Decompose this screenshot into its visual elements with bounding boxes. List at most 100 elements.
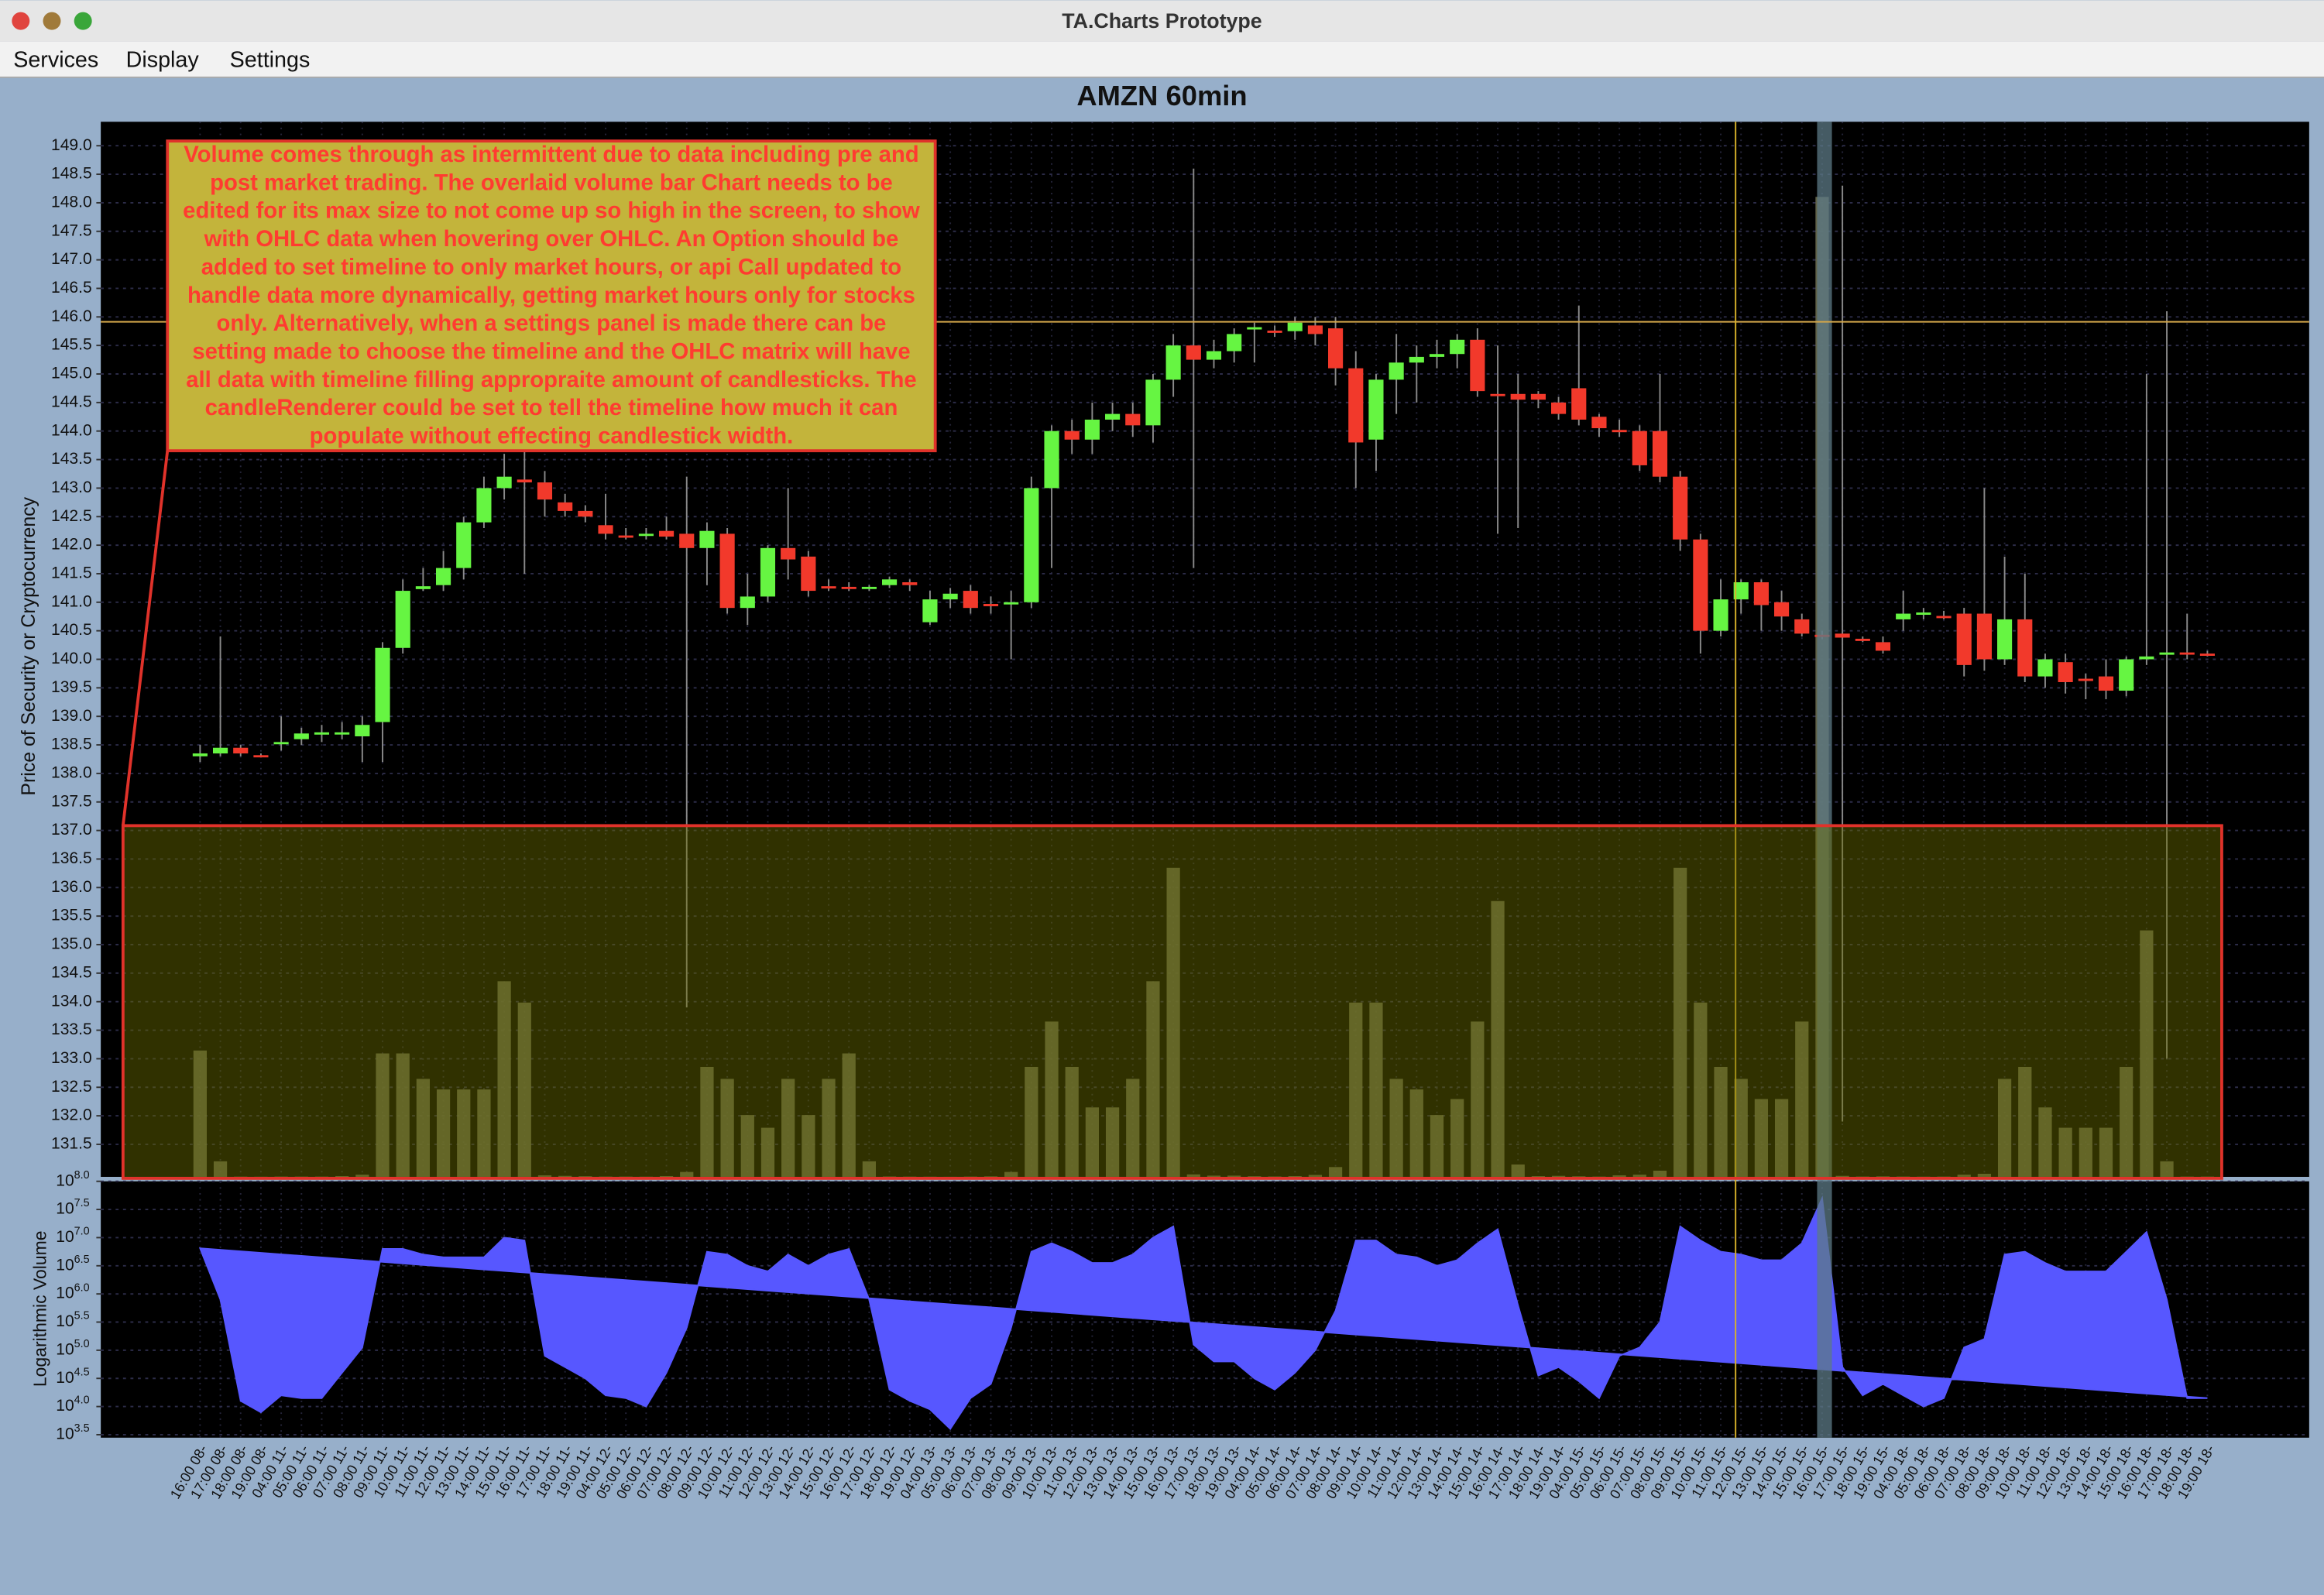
candle-body xyxy=(314,732,330,735)
candle-body xyxy=(294,733,309,739)
candle-body xyxy=(1916,612,1931,616)
y-tick-label: 137.5 xyxy=(51,792,92,810)
candle-body xyxy=(578,510,593,517)
candle-body xyxy=(1328,328,1344,369)
candle-body xyxy=(1206,351,1222,360)
volume-bar xyxy=(213,1161,228,1177)
candle-body xyxy=(415,586,431,589)
candle-body xyxy=(963,591,978,609)
y-tick-label: 148.0 xyxy=(51,193,92,211)
volume-bar xyxy=(193,1050,207,1177)
volume-bar xyxy=(457,1089,471,1177)
candle-body xyxy=(1227,334,1242,352)
candle-body xyxy=(1409,356,1424,363)
volume-area xyxy=(198,1195,2208,1431)
volume-bar xyxy=(1227,1175,1241,1177)
y-tick-exponent: 4.5 xyxy=(74,1366,90,1378)
volume-bar xyxy=(1369,1002,1383,1177)
candle-body xyxy=(1429,354,1445,357)
y-axis-label: Price of Security or Cryptocurrency xyxy=(18,496,39,795)
volume-bar xyxy=(1632,1175,1646,1177)
volume-bar xyxy=(1308,1175,1323,1177)
volume-bar xyxy=(2099,1127,2113,1177)
minimize-button[interactable] xyxy=(43,12,61,30)
annotation-box xyxy=(166,139,937,453)
volume-bar xyxy=(1612,1175,1626,1177)
volume-bar xyxy=(1876,1176,1890,1177)
volume-bar xyxy=(1248,1176,1262,1177)
hover-highlight xyxy=(1817,122,1832,1438)
y-tick-exponent: 5.5 xyxy=(74,1310,90,1322)
candle-body xyxy=(335,732,350,735)
candle-body xyxy=(1004,602,1019,605)
candle-body xyxy=(253,755,269,758)
menu-item[interactable]: Services xyxy=(13,47,98,72)
volume-bar xyxy=(1186,1174,1200,1177)
candle-body xyxy=(273,742,289,745)
y-tick-label: 145.5 xyxy=(51,336,92,354)
volume-bar xyxy=(1288,1175,1302,1177)
candle-body xyxy=(233,747,249,754)
y-tick-label: 140.0 xyxy=(51,650,92,667)
annotation-region xyxy=(121,824,2223,1180)
candle-body xyxy=(1976,613,1992,660)
volume-bar xyxy=(1004,1171,1018,1177)
y-tick-label: 146.0 xyxy=(51,307,92,325)
y-tick-label: 10 xyxy=(56,1312,74,1330)
candle-body xyxy=(2078,678,2093,681)
volume-bar xyxy=(1025,1066,1038,1177)
volume-bar xyxy=(1065,1066,1079,1177)
candle-body xyxy=(1794,619,1810,634)
y-tick-label: 133.5 xyxy=(51,1020,92,1038)
y-tick-exponent: 6.5 xyxy=(74,1254,90,1266)
volume-bar xyxy=(842,1053,856,1177)
candle-body xyxy=(435,568,451,585)
candle-body xyxy=(2017,619,2033,677)
y-tick-label: 10 xyxy=(56,1397,74,1415)
y-tick-label: 134.5 xyxy=(51,963,92,981)
y-tick-label: 136.0 xyxy=(51,878,92,896)
y-tick-label: 136.5 xyxy=(51,849,92,867)
volume-bar xyxy=(2018,1066,2032,1177)
y-tick-label: 144.5 xyxy=(51,393,92,410)
volume-bar xyxy=(1471,1021,1485,1177)
volume-bar xyxy=(1146,981,1160,1177)
volume-bar xyxy=(1268,1176,1282,1177)
close-button[interactable] xyxy=(12,12,30,30)
volume-bar xyxy=(2140,930,2154,1177)
candle-body xyxy=(841,586,856,589)
candle-body xyxy=(902,582,918,585)
y-tick-label: 134.0 xyxy=(51,992,92,1010)
annotation-connector xyxy=(121,450,170,826)
volume-bar xyxy=(2160,1161,2174,1177)
menu-item[interactable]: Display xyxy=(126,47,200,72)
menu-bar xyxy=(0,41,2324,77)
y-axis-label: Logarithmic Volume xyxy=(30,1230,50,1387)
menu-item[interactable]: Settings xyxy=(230,47,311,72)
candle-body xyxy=(801,556,816,592)
volume-bar xyxy=(1673,867,1687,1177)
volume-bar xyxy=(1734,1079,1748,1177)
candle-body xyxy=(1936,616,1952,619)
volume-bar xyxy=(740,1115,754,1177)
volume-bar xyxy=(1774,1099,1789,1177)
candle-body xyxy=(821,586,836,589)
candle-body xyxy=(1530,393,1546,400)
zoom-button[interactable] xyxy=(74,12,92,30)
y-tick-label: 139.5 xyxy=(51,678,92,696)
volume-bar xyxy=(1551,1175,1566,1177)
y-tick-exponent: 7.5 xyxy=(74,1197,90,1209)
volume-bar xyxy=(376,1053,390,1177)
candle-body xyxy=(882,579,898,585)
chart-title: AMZN 60min xyxy=(1076,80,1247,111)
volume-bar xyxy=(517,1002,531,1177)
volume-bar xyxy=(1450,1099,1464,1177)
candle-body xyxy=(1632,430,1647,465)
candle-body xyxy=(1551,402,1567,414)
candle-body xyxy=(658,530,675,537)
volume-bar xyxy=(1795,1021,1809,1177)
candle-body xyxy=(1024,488,1039,602)
candle-body xyxy=(2098,676,2114,691)
